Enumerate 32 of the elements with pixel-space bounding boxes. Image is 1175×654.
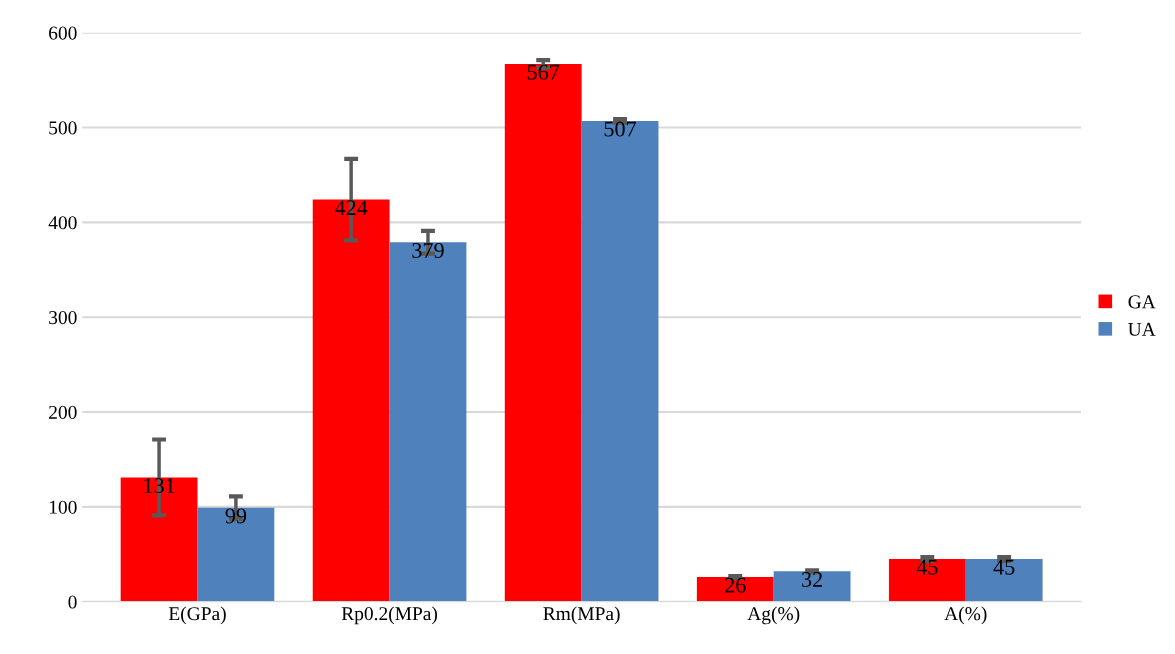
data-label: 45	[993, 559, 1015, 575]
x-tick-label: A(%)	[944, 606, 987, 625]
x-tick-label: Ag(%)	[747, 606, 800, 625]
x-tick-label: Rm(MPa)	[543, 606, 620, 625]
bar	[888, 559, 966, 602]
y-tick-label: 300	[49, 311, 77, 325]
data-label: 379	[412, 242, 444, 258]
data-label: 507	[604, 121, 637, 137]
y-tick-label: 400	[48, 216, 77, 230]
legend-label: UA	[1128, 322, 1156, 336]
y-tick-label: 100	[49, 500, 77, 514]
bar	[504, 63, 582, 602]
y-tick-label: 500	[49, 121, 77, 135]
y-tick-label: 600	[49, 26, 77, 40]
bar	[312, 199, 390, 602]
x-tick-label: E(GPa)	[168, 606, 226, 625]
data-label: 99	[225, 508, 247, 524]
legend-label: GA	[1128, 295, 1156, 309]
data-label: 26	[725, 577, 746, 593]
y-tick-label: 0	[68, 595, 77, 609]
bar	[965, 559, 1043, 602]
bar	[773, 571, 851, 602]
data-label: 32	[802, 572, 822, 587]
bar	[120, 477, 198, 602]
bar	[197, 507, 275, 602]
x-tick-label: Rp0.2(MPa)	[341, 606, 438, 625]
y-tick-label: 200	[49, 405, 77, 419]
bar	[389, 242, 467, 602]
data-label: 45	[916, 559, 938, 575]
data-label: 567	[527, 64, 560, 80]
bar	[696, 577, 774, 602]
bar	[581, 120, 659, 602]
